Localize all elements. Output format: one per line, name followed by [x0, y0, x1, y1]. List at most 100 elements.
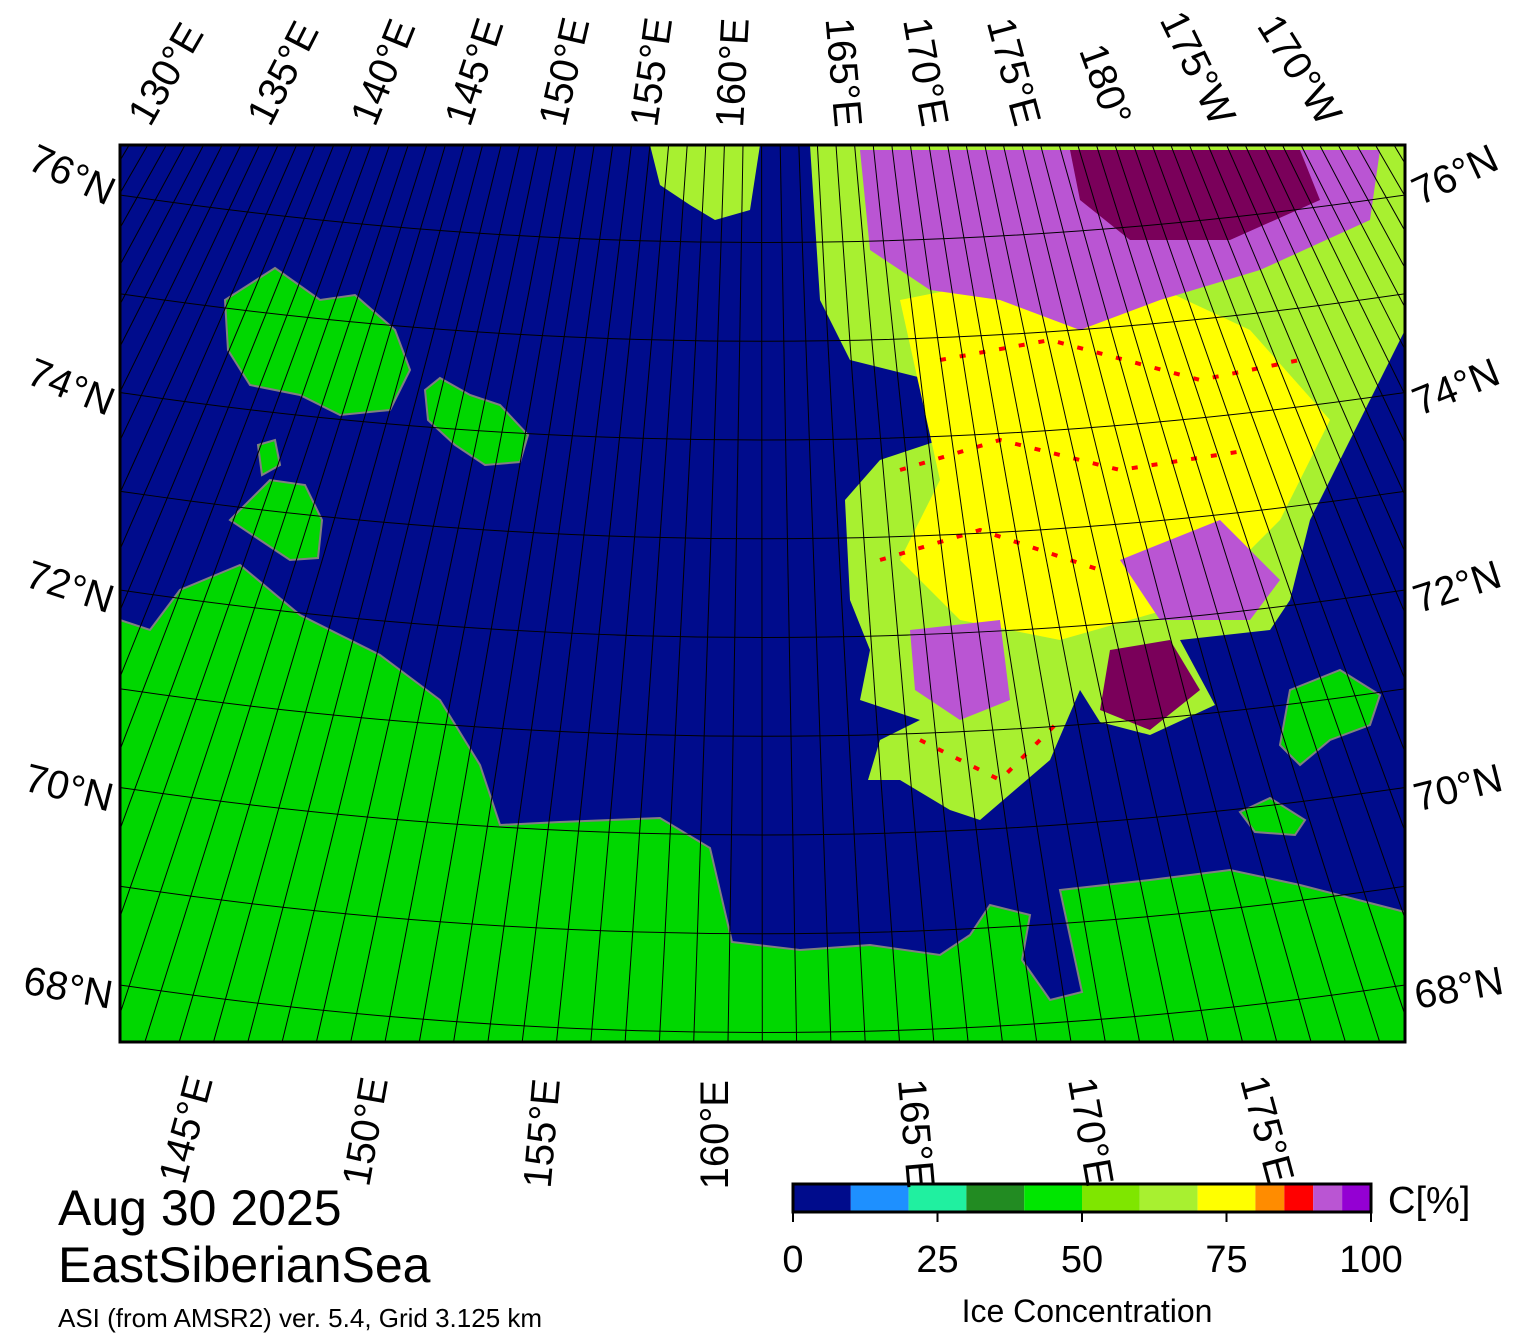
- lon-label: 180°: [1070, 38, 1140, 131]
- meridian: [928, 145, 1072, 1042]
- meridian: [798, 145, 832, 1042]
- meridian: [1188, 145, 1405, 681]
- lat-label: 76°N: [1405, 136, 1505, 214]
- lon-label: 150°E: [335, 1074, 397, 1189]
- meridian: [120, 145, 409, 1016]
- meridian: [0, 145, 18, 1042]
- meridian: [658, 145, 707, 1042]
- meridian: [965, 145, 1141, 1042]
- colorbar-tick-label: 50: [1061, 1239, 1103, 1281]
- lon-label: 175°E: [1231, 1071, 1302, 1188]
- land: [120, 563, 1405, 1042]
- meridian: [120, 145, 391, 919]
- colorbar-tick-label: 75: [1205, 1239, 1247, 1281]
- meridian: [590, 145, 670, 1042]
- lon-label: 155°E: [622, 15, 681, 129]
- meridian: [854, 145, 935, 1042]
- meridian: [624, 145, 688, 1042]
- meridian: [891, 145, 1003, 1042]
- lat-label: 68°N: [1411, 959, 1507, 1018]
- meridian: [120, 145, 205, 306]
- meridian: [1077, 145, 1346, 1042]
- meridian: [1170, 145, 1405, 754]
- meridian: [556, 145, 651, 1042]
- meridian: [120, 145, 260, 442]
- colorbar-segment: [1082, 1184, 1140, 1212]
- lat-label: 76°N: [22, 136, 122, 214]
- colorbar-segment: [793, 1184, 851, 1212]
- colorbar-segment: [1284, 1184, 1314, 1212]
- lat-label: 72°N: [1408, 553, 1507, 622]
- meridian: [816, 145, 866, 1042]
- colorbar-segment: [1139, 1184, 1198, 1212]
- colorbar-label: Ice Concentration: [962, 1293, 1213, 1329]
- meridian: [120, 145, 223, 348]
- meridian: [1058, 145, 1312, 1042]
- colorbar: 0 25 50 75 100: [782, 1182, 1403, 1281]
- colorbar-tick-label: 100: [1339, 1239, 1402, 1281]
- lon-label: 175°E: [978, 13, 1049, 130]
- meridian: [453, 145, 595, 1042]
- lon-label: 170°E: [894, 14, 956, 129]
- meridian: [1133, 145, 1405, 921]
- lat-label: 74°N: [1406, 350, 1505, 424]
- meridian: [120, 145, 316, 612]
- lon-label: 135°E: [239, 15, 328, 132]
- ice-dense: [1100, 640, 1200, 730]
- lon-label: 130°E: [120, 16, 213, 133]
- meridian: [120, 145, 335, 679]
- meridian: [1319, 145, 1405, 309]
- colorbar-segment: [966, 1184, 1025, 1212]
- meridian: [418, 145, 577, 1042]
- meridian: [213, 145, 465, 1042]
- meridian: [315, 145, 521, 1042]
- colorbar-segment: [1197, 1184, 1256, 1212]
- lon-label: 145°E: [437, 13, 513, 131]
- meridian: [120, 145, 372, 831]
- lat-label: 70°N: [1409, 756, 1506, 820]
- meridian: [1002, 145, 1209, 1042]
- meridian: [693, 145, 725, 1042]
- meridian: [487, 145, 614, 1042]
- lon-label: 165°E: [889, 1077, 942, 1190]
- meridian: [521, 145, 632, 1042]
- colorbar-segment: [1255, 1184, 1285, 1212]
- meridian: [779, 145, 798, 1042]
- lon-label: 160°E: [693, 1080, 737, 1189]
- lon-label: 170°E: [1059, 1074, 1121, 1189]
- meridian: [120, 145, 353, 752]
- colorbar-segment: [1024, 1184, 1082, 1212]
- island: [228, 478, 324, 562]
- lat-label: 72°N: [21, 553, 120, 622]
- lon-label: 165°E: [816, 16, 869, 129]
- meridian: [761, 145, 763, 1042]
- meridian: [144, 145, 428, 1042]
- meridian: [120, 145, 298, 551]
- colorbar-segment: [908, 1184, 967, 1212]
- graticule: [0, 145, 1527, 1042]
- meridian: [1506, 145, 1527, 1042]
- meridian: [1040, 145, 1278, 1042]
- meridian: [872, 145, 969, 1042]
- meridian: [1244, 145, 1405, 497]
- meridian: [835, 145, 900, 1042]
- parallel: [120, 194, 1405, 243]
- source: ASI (from AMSR2) ver. 5.4, Grid 3.125 km: [58, 1303, 542, 1333]
- lon-label: 155°E: [516, 1077, 569, 1190]
- meridian: [350, 145, 539, 1042]
- map-frame: [118, 143, 1407, 1044]
- meridian: [1114, 145, 1405, 1017]
- meridian: [1207, 145, 1405, 615]
- lon-label: 170°W: [1249, 7, 1350, 133]
- colorbar-segment: [850, 1184, 909, 1212]
- meridian: [247, 145, 484, 1042]
- lon-label: 160°E: [708, 17, 758, 129]
- meridian: [1281, 145, 1405, 396]
- meridian: [1263, 145, 1405, 445]
- lon-label: 150°E: [531, 14, 598, 131]
- colorbar-segment: [1342, 1184, 1371, 1212]
- lon-label: 175°W: [1151, 4, 1243, 132]
- colorbar-unit: C[%]: [1388, 1180, 1470, 1222]
- ice-dense: [1120, 520, 1280, 620]
